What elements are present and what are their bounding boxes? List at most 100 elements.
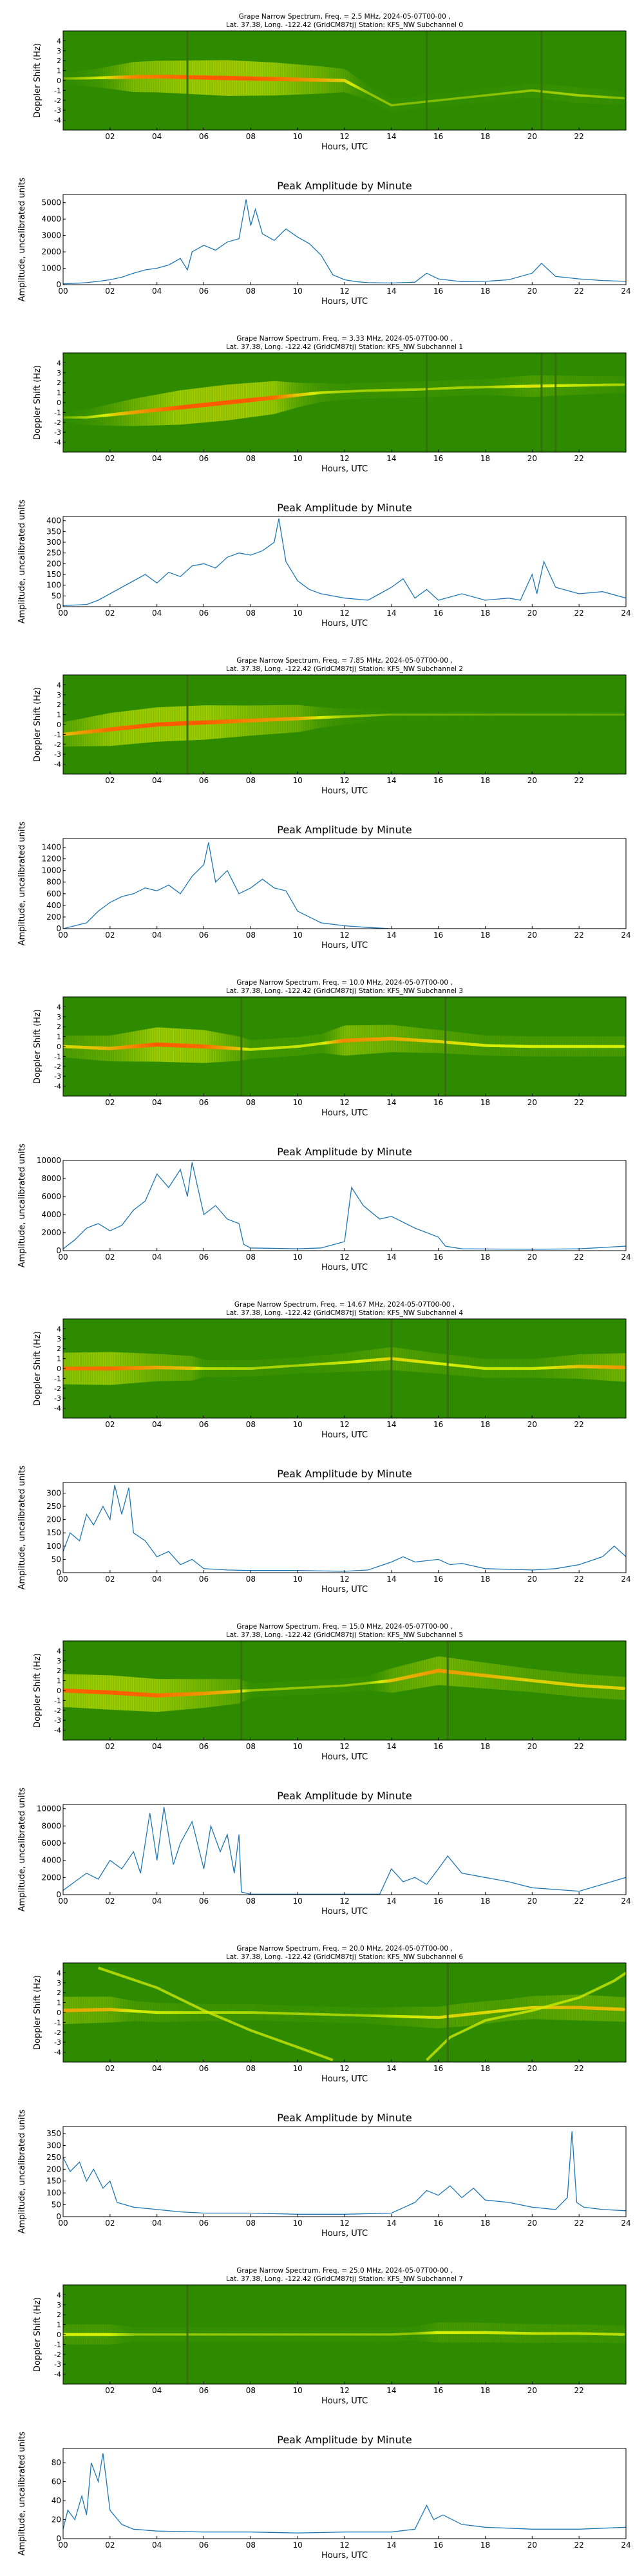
x-tick-label: 16 [433, 1575, 443, 1584]
amplitude-line [63, 2453, 626, 2533]
x-tick-label: 18 [480, 2386, 490, 2395]
y-tick-label: 800 [46, 878, 61, 887]
x-tick-label: 06 [199, 1897, 209, 1906]
plot-frame [62, 1804, 627, 1895]
x-axis-label: Hours, UTC [321, 2074, 368, 2084]
y-tick-label: 8000 [41, 1174, 61, 1183]
spectrogram-body [63, 997, 626, 1096]
x-tick-label: 14 [386, 2219, 396, 2228]
x-tick-label: 02 [105, 1098, 115, 1107]
amplitude-panel: Peak Amplitude by Minute 00 02 04 06 08 10 12 14… [17, 2431, 631, 2561]
amplitude-panel: Peak Amplitude by Minute 00 02 04 06 08 10 12 14… [17, 1465, 631, 1595]
y-tick-label: 0 [56, 924, 61, 933]
y-tick-label: 0 [56, 280, 61, 289]
spectrogram-panel: Grape Narrow Spectrum, Freq. = 3.33 MHz,… [33, 335, 627, 474]
x-tick-label: 20 [527, 287, 537, 296]
y-tick-label: 40 [52, 2496, 61, 2505]
x-tick-label: 02 [105, 132, 115, 141]
amplitude-line [63, 199, 626, 285]
doppler-arc [97, 1966, 334, 2061]
amplitude-panel: Peak Amplitude by Minute 00 02 04 06 08 10 12 14… [17, 2109, 631, 2239]
x-tick-label: 20 [527, 1420, 537, 1429]
x-tick-label: 04 [152, 1098, 162, 1107]
x-tick-label: 08 [246, 454, 256, 463]
x-tick-label: 02 [105, 776, 115, 785]
x-tick-label: 08 [246, 132, 256, 141]
x-tick-label: 22 [574, 1098, 584, 1107]
y-tick-label: 1 [57, 1355, 61, 1363]
y-tick-label: 4 [57, 359, 61, 367]
amplitude-line [63, 1484, 626, 1572]
x-tick-label: 04 [152, 1897, 162, 1906]
x-tick-label: 16 [433, 1420, 443, 1429]
y-tick-label: 4 [57, 1969, 61, 1977]
x-tick-label: 12 [339, 776, 349, 785]
y-tick-label: 50 [52, 591, 61, 600]
chart-title: Grape Narrow Spectrum, Freq. = 15.0 MHz,… [236, 1623, 453, 1631]
x-tick-label: 16 [433, 1253, 443, 1262]
x-tick-label: 12 [339, 454, 349, 463]
y-axis-label: Doppler Shift (Hz) [33, 1653, 43, 1728]
plot-frame [62, 1482, 627, 1573]
x-axis-label: Hours, UTC [321, 464, 368, 474]
x-tick-label: 10 [293, 2386, 303, 2395]
x-tick-label: 20 [527, 931, 537, 940]
x-tick-label: 22 [574, 2541, 584, 2550]
x-tick-label: 06 [199, 1420, 209, 1429]
y-tick-label: 60 [52, 2477, 61, 2486]
x-tick-label: 02 [105, 2386, 115, 2395]
x-tick-label: 22 [574, 776, 584, 785]
x-tick-label: 22 [574, 931, 584, 940]
y-tick-label: 80 [52, 2458, 61, 2467]
x-tick-label: 06 [199, 609, 209, 618]
y-axis-label: Amplitude, uncalibrated units [17, 1143, 27, 1267]
y-tick-label: 0 [57, 2331, 61, 2339]
x-tick-label: 08 [246, 2386, 256, 2395]
x-tick-label: 06 [199, 287, 209, 296]
y-tick-label: 50 [52, 1555, 61, 1564]
x-tick-label: 24 [621, 609, 630, 618]
x-tick-label: 10 [293, 132, 303, 141]
x-tick-label: 02 [105, 1420, 115, 1429]
y-tick-label: 0 [56, 1246, 61, 1255]
x-tick-label: 02 [105, 2541, 115, 2550]
y-tick-label: -2 [54, 2351, 61, 2359]
y-tick-label: 100 [46, 1542, 61, 1551]
y-tick-label: -1 [54, 1696, 61, 1705]
x-tick-label: 18 [480, 454, 490, 463]
x-tick-label: 22 [574, 132, 584, 141]
y-tick-label: 0 [57, 399, 61, 407]
y-tick-label: 2 [57, 57, 61, 65]
x-tick-label: 18 [480, 1897, 490, 1906]
x-tick-label: 14 [386, 2386, 396, 2395]
y-axis-label: Doppler Shift (Hz) [33, 1009, 43, 1084]
x-tick-label: 14 [386, 1575, 396, 1584]
y-tick-label: 150 [46, 570, 61, 579]
y-tick-label: 150 [46, 2177, 61, 2186]
y-tick-label: 200 [46, 2164, 61, 2174]
x-axis-label: Hours, UTC [321, 1585, 368, 1595]
y-tick-label: 0 [57, 1365, 61, 1373]
y-tick-label: -4 [54, 1405, 61, 1413]
plot-frame [62, 1160, 627, 1251]
y-tick-label: 1200 [41, 855, 61, 864]
y-tick-label: -1 [54, 1374, 61, 1383]
y-tick-label: 6000 [41, 1839, 61, 1848]
x-tick-label: 20 [527, 1742, 537, 1751]
y-tick-label: 3 [57, 1979, 61, 1987]
y-axis-label: Amplitude, uncalibrated units [17, 177, 27, 301]
amplitude-panel: Peak Amplitude by Minute 00 02 04 06 08 10 12 14… [17, 821, 631, 951]
chart-title: Peak Amplitude by Minute [277, 502, 412, 514]
x-tick-label: 12 [339, 609, 349, 618]
chart-title: Grape Narrow Spectrum, Freq. = 3.33 MHz,… [236, 335, 453, 343]
x-tick-label: 16 [433, 2064, 443, 2073]
x-tick-label: 04 [152, 609, 162, 618]
x-tick-label: 00 [58, 2219, 68, 2228]
x-tick-label: 00 [58, 287, 68, 296]
x-tick-label: 04 [152, 454, 162, 463]
x-tick-label: 16 [433, 1742, 443, 1751]
x-axis-label: Hours, UTC [321, 142, 368, 152]
chart-title: Grape Narrow Spectrum, Freq. = 14.67 MHz… [234, 1301, 455, 1309]
chart-subtitle: Lat. 37.38, Long. -122.42 (GridCM87tj) S… [226, 21, 463, 29]
y-tick-label: 3 [57, 1335, 61, 1343]
